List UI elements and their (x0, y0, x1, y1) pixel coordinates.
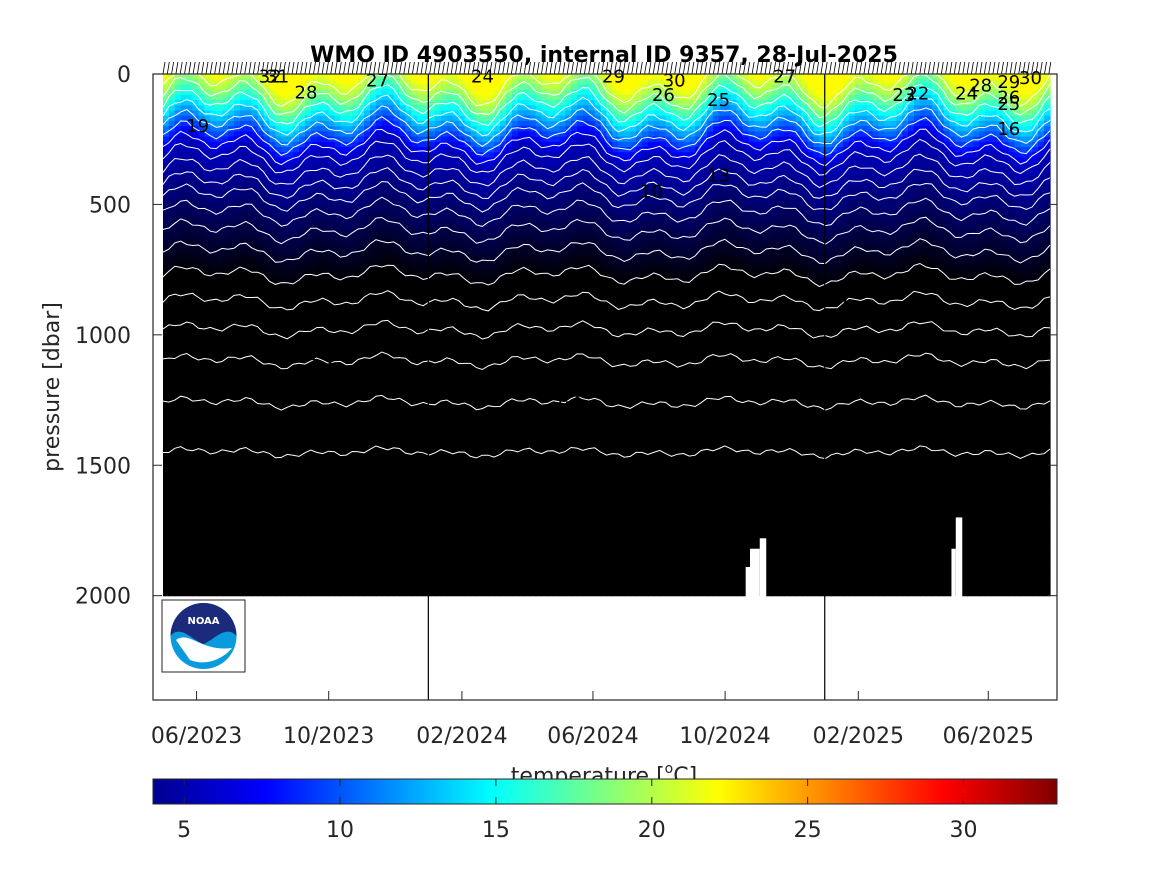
contour-label: 27 (773, 67, 796, 88)
contour-label: 28 (295, 82, 318, 103)
contour-label: 30 (663, 71, 686, 92)
profile-ticks (162, 61, 1052, 75)
y-tick-label: 1500 (75, 454, 131, 479)
x-tick-label: 06/2025 (943, 724, 1034, 749)
colorbar-tick-label: 5 (177, 818, 191, 843)
contour-label: 30 (1019, 68, 1042, 89)
axes-box (152, 73, 1058, 701)
y-tick-label: 0 (117, 63, 131, 88)
contour-label: 25 (707, 90, 730, 111)
y-axis: 0 500 1000 1500 2000 (75, 63, 1057, 610)
contour-label: 26 (997, 88, 1020, 109)
colorbar-tick-label: 10 (326, 818, 354, 843)
contour-label: 22 (906, 84, 929, 105)
x-tick-label: 06/2023 (151, 724, 242, 749)
contour-label: 29 (602, 67, 625, 88)
contour-label: 5.2 (308, 351, 337, 372)
y-tick-label: 2000 (75, 585, 131, 610)
contour-label: 4.5 (553, 387, 582, 408)
y-axis-label: pressure [dbar] (40, 302, 65, 472)
contour-label: 16 (997, 119, 1020, 140)
temperature-field (163, 74, 1051, 597)
colorbar-tick-label: 25 (794, 818, 822, 843)
contour-label: 23 (892, 85, 915, 106)
contour-label: 24 (471, 67, 494, 88)
contour-label: 29 (997, 72, 1020, 93)
y-tick-label: 500 (89, 193, 131, 218)
colorbar-tick-label: 20 (638, 818, 666, 843)
contour-label: 25 (997, 94, 1020, 115)
noaa-logo: NOAA (161, 599, 246, 673)
data-gaps (745, 517, 963, 597)
x-tick-label: 10/2024 (679, 724, 770, 749)
contour-label: 10 (640, 181, 663, 202)
contour-label: 26 (652, 85, 675, 106)
contour-label: 31 (266, 67, 289, 88)
colorbar (152, 778, 1058, 805)
isotherm-contours (162, 74, 1051, 460)
x-tick-label: 02/2025 (813, 724, 904, 749)
colorbar-ticks: 5 10 15 20 25 30 (177, 779, 977, 843)
x-tick-label: 02/2024 (416, 724, 507, 749)
contour-label: 32 (259, 67, 282, 88)
x-tick-label: 06/2024 (547, 724, 638, 749)
colorbar-tick-label: 15 (482, 818, 510, 843)
year-boundaries (427, 74, 826, 700)
contour-label: 7 (840, 288, 851, 309)
contour-label: 13 (707, 166, 730, 187)
x-axis: 06/2023 10/2023 02/2024 06/2024 10/2024 02/20… (151, 691, 1034, 749)
x-tick-label: 10/2023 (283, 724, 374, 749)
colorbar-tick-label: 30 (949, 818, 977, 843)
contour-label: 27 (366, 71, 389, 92)
contour-label: 28 (969, 76, 992, 97)
chart-title: WMO ID 4903550, internal ID 9357, 28-Jul… (310, 43, 898, 68)
contour-label: 24 (955, 84, 978, 105)
y-tick-label: 1000 (75, 324, 131, 349)
contour-label: 19 (186, 116, 209, 137)
